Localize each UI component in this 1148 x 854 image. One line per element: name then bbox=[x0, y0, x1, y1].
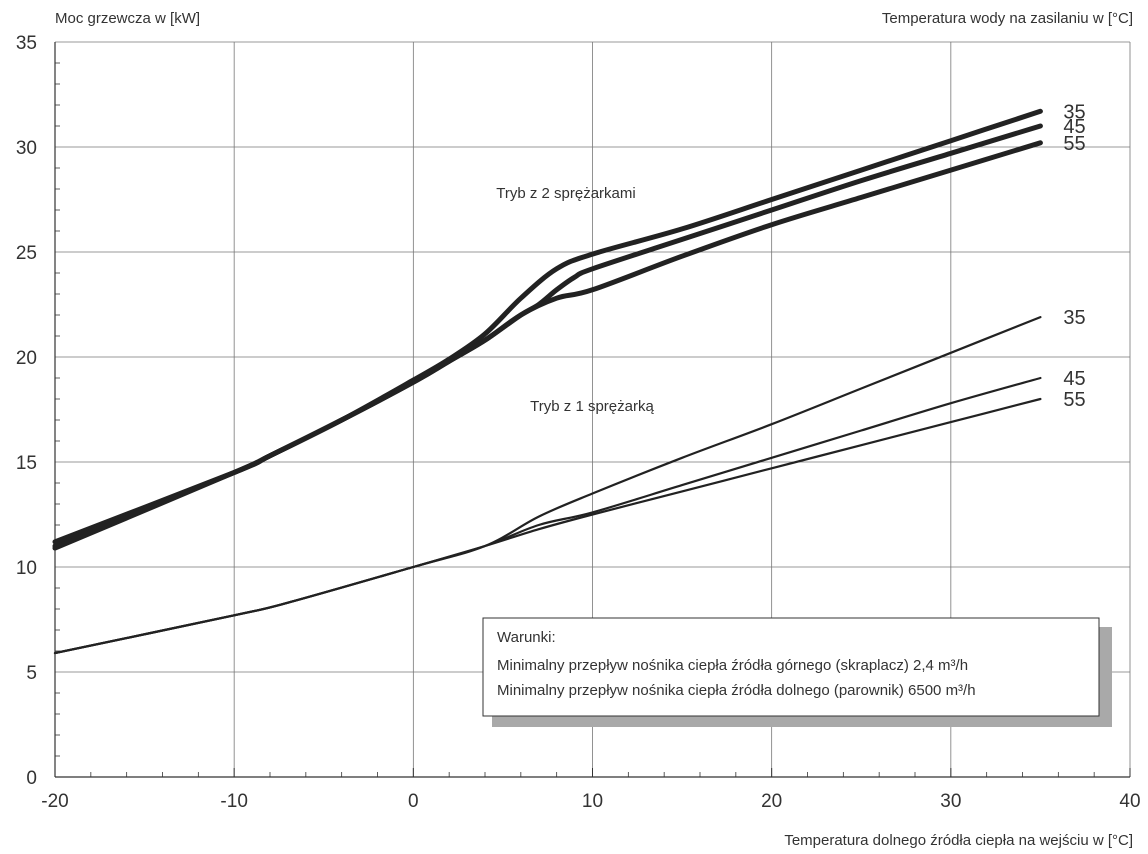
y-axis-title: Moc grzewcza w [kW] bbox=[55, 10, 200, 27]
y-tick-label: 5 bbox=[26, 663, 37, 684]
series-line-one-45 bbox=[53, 376, 1042, 655]
x-tick-labels: -20 -10 0 10 20 30 40 bbox=[41, 791, 1140, 812]
x-tick-label: 10 bbox=[582, 791, 603, 812]
series-label-one-35: 35 bbox=[1063, 307, 1085, 329]
series-lines bbox=[52, 108, 1043, 655]
series-line-two-55 bbox=[52, 140, 1043, 551]
x-tick-label: -20 bbox=[41, 791, 68, 812]
mode-two-compressors-label: Tryb z 2 sprężarkami bbox=[496, 185, 635, 202]
axes bbox=[54, 42, 1130, 778]
conditions-box-frame bbox=[482, 617, 1100, 717]
x-axis-title: Temperatura dolnego źródła ciepła na wej… bbox=[784, 832, 1133, 849]
x-tick-label: 30 bbox=[940, 791, 961, 812]
series-label-two-35: 35 bbox=[1063, 101, 1085, 123]
x-tick-label: 40 bbox=[1119, 791, 1140, 812]
x-tick-label: 0 bbox=[408, 791, 419, 812]
conditions-title: Warunki: bbox=[497, 629, 556, 646]
series-label-two-55: 55 bbox=[1063, 133, 1085, 155]
conditions-line-1: Minimalny przepływ nośnika ciepła źródła… bbox=[497, 657, 968, 674]
y-tick-label: 30 bbox=[16, 138, 37, 159]
y-tick-label: 25 bbox=[16, 243, 37, 264]
conditions-line-2: Minimalny przepływ nośnika ciepła źródła… bbox=[497, 682, 976, 699]
y-tick-labels: 0 5 10 15 20 25 30 35 bbox=[16, 33, 37, 789]
y-tick-label: 35 bbox=[16, 33, 37, 54]
series-label-two-45: 45 bbox=[1063, 116, 1085, 138]
series-line-one-55 bbox=[53, 397, 1042, 655]
series-label-one-45: 45 bbox=[1063, 368, 1085, 390]
mode-one-compressor-label: Tryb z 1 sprężarką bbox=[530, 398, 654, 415]
series-label-one-55: 55 bbox=[1063, 389, 1085, 411]
grid bbox=[55, 41, 1131, 777]
y-tick-label: 15 bbox=[16, 453, 37, 474]
y-tick-label: 20 bbox=[16, 348, 37, 369]
series-line-two-35 bbox=[52, 108, 1043, 545]
conditions-box: Warunki: Minimalny przepływ nośnika ciep… bbox=[482, 617, 1112, 727]
legend-title: Temperatura wody na zasilaniu w [°C] bbox=[882, 10, 1133, 27]
y-tick-label: 10 bbox=[16, 558, 37, 579]
x-tick-label: 20 bbox=[761, 791, 782, 812]
y-tick-label: 0 bbox=[26, 768, 37, 789]
x-tick-label: -10 bbox=[220, 791, 247, 812]
